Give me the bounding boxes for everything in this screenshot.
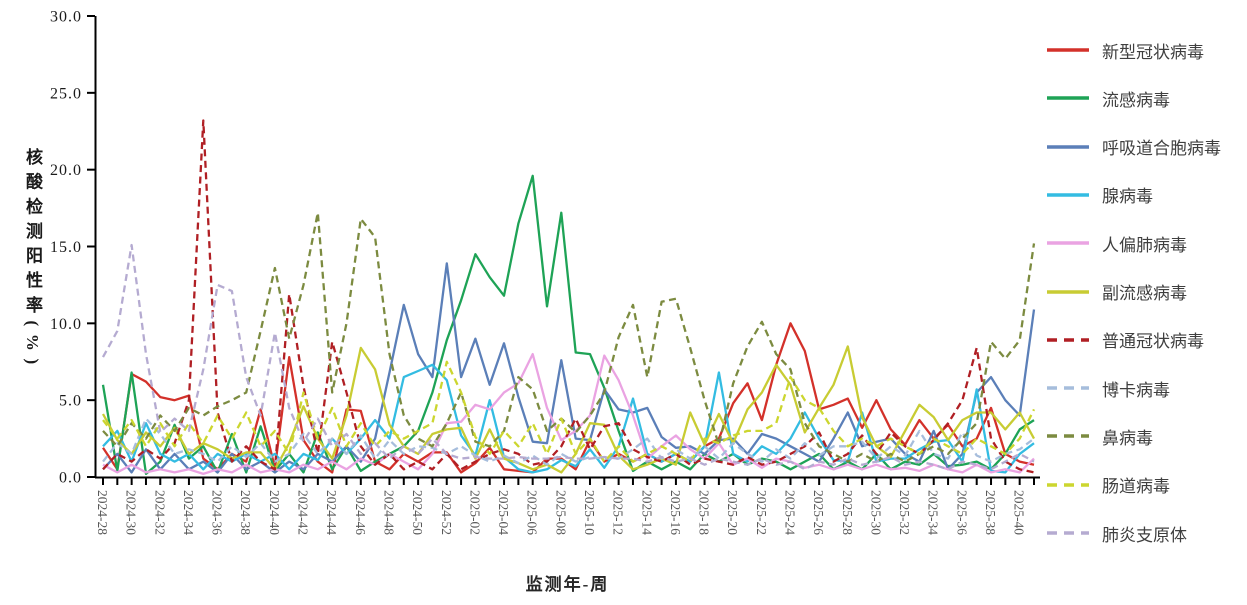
x-tick-label: 2025-40 <box>1012 490 1027 535</box>
y-tick-label: 5.0 <box>59 393 82 410</box>
legend-item: 新型冠状病毒 <box>1046 39 1204 62</box>
series-line <box>101 243 1035 471</box>
series-line <box>102 363 1035 474</box>
x-tick-label: 2025-06 <box>525 490 540 535</box>
x-tick-label: 2025-24 <box>783 490 798 535</box>
y-tick-label: 25.0 <box>50 85 82 102</box>
series-line <box>102 119 1035 474</box>
series-line <box>102 417 1035 466</box>
y-tick-label: 0.0 <box>59 470 82 487</box>
x-tick-label: 2024-44 <box>324 490 339 535</box>
x-tick-label: 2024-30 <box>124 490 139 535</box>
legend-item: 博卡病毒 <box>1046 377 1170 400</box>
y-tick-label: 10.0 <box>50 316 82 333</box>
x-tick-label: 2025-30 <box>868 490 883 535</box>
legend-label: 鼻病毒 <box>1102 428 1153 448</box>
legend-label: 普通冠状病毒 <box>1102 332 1204 352</box>
x-tick-label: 2025-32 <box>897 490 912 535</box>
legend-swatch-line <box>1047 289 1089 294</box>
x-tick-label: 2025-20 <box>725 490 740 535</box>
x-tick-label: 2025-38 <box>983 490 998 535</box>
legend-swatch-line <box>1047 96 1089 101</box>
x-axis-title: 监测年-周 <box>525 575 610 594</box>
legend-label: 人偏肺病毒 <box>1102 235 1187 255</box>
legend-swatch-line <box>1047 531 1089 535</box>
x-tick-label: 2024-48 <box>381 490 396 535</box>
legend-label: 博卡病毒 <box>1102 380 1170 400</box>
y-tick-label: 30.0 <box>50 9 82 26</box>
x-tick-label: 2024-38 <box>238 490 253 535</box>
legend-label: 副流感病毒 <box>1102 284 1187 303</box>
x-tick-label: 2024-32 <box>152 490 167 535</box>
legend-swatch-line <box>1047 482 1089 487</box>
x-tick-label: 2024-42 <box>296 490 311 535</box>
x-tick-label: 2025-28 <box>840 490 855 535</box>
legend-label: 新型冠状病毒 <box>1102 42 1204 62</box>
legend-swatch-line <box>1047 48 1089 52</box>
x-tick-label: 2025-36 <box>954 490 969 535</box>
series-line <box>102 262 1036 474</box>
legend-label: 肺炎支原体 <box>1102 525 1187 545</box>
legend-item: 腺病毒 <box>1046 184 1153 206</box>
x-tick-label: 2025-18 <box>697 490 712 535</box>
x-tick-label: 2024-52 <box>439 490 454 535</box>
y-tick-label: 20.0 <box>50 162 82 179</box>
x-tick-label: 2025-16 <box>668 490 683 535</box>
x-tick-label: 2025-14 <box>639 490 654 535</box>
legend-swatch-line <box>1047 337 1089 342</box>
legend-item: 呼吸道合胞病毒 <box>1046 136 1221 158</box>
legend-item: 普通冠状病毒 <box>1046 329 1204 351</box>
legend-item: 流感病毒 <box>1046 87 1170 110</box>
y-axis-title: 核酸检测阳性率(%) <box>23 148 42 372</box>
series-line <box>102 211 1036 463</box>
legend-swatch-line <box>1047 241 1089 245</box>
legend: 新型冠状病毒 流感病毒呼吸道合胞病毒 腺病毒人偏肺病毒副流感病毒普通冠状病毒 博卡病毒… <box>1046 0 1246 605</box>
x-tick-label: 2024-50 <box>410 490 425 535</box>
x-tick-label: 2025-02 <box>467 490 482 535</box>
legend-label: 腺病毒 <box>1102 187 1153 207</box>
legend-label: 流感病毒 <box>1102 90 1170 110</box>
x-tick-label: 2024-46 <box>353 490 368 535</box>
x-tick-label: 2024-40 <box>267 490 282 535</box>
series-line <box>101 345 1036 474</box>
series-line <box>102 352 1035 476</box>
y-tick-label: 15.0 <box>50 239 82 256</box>
x-tick-label: 2024-28 <box>95 490 110 535</box>
legend-item: 副流感病毒 <box>1046 281 1187 303</box>
x-tick-label: 2025-22 <box>754 490 769 535</box>
x-tick-label: 2025-08 <box>553 490 568 535</box>
legend-swatch-line <box>1047 193 1089 197</box>
legend-label: 呼吸道合胞病毒 <box>1102 139 1221 159</box>
legend-swatch-line <box>1047 434 1089 439</box>
series-line <box>101 174 1035 476</box>
x-tick-label: 2024-34 <box>181 490 196 535</box>
legend-item: 肺炎支原体 <box>1046 522 1187 545</box>
legend-item: 肠道病毒 <box>1046 474 1170 496</box>
legend-label: 肠道病毒 <box>1102 477 1170 497</box>
legend-swatch-line <box>1047 386 1089 390</box>
series-line <box>102 360 1036 463</box>
legend-item: 人偏肺病毒 <box>1046 232 1187 255</box>
legend-swatch-line <box>1047 144 1089 149</box>
legend-item: 鼻病毒 <box>1046 425 1153 448</box>
x-tick-label: 2025-10 <box>582 490 597 535</box>
x-tick-label: 2024-36 <box>210 490 225 535</box>
x-tick-label: 2025-34 <box>926 490 941 535</box>
x-tick-label: 2025-26 <box>811 490 826 535</box>
x-tick-label: 2025-12 <box>611 490 626 535</box>
x-tick-label: 2025-04 <box>496 490 511 535</box>
